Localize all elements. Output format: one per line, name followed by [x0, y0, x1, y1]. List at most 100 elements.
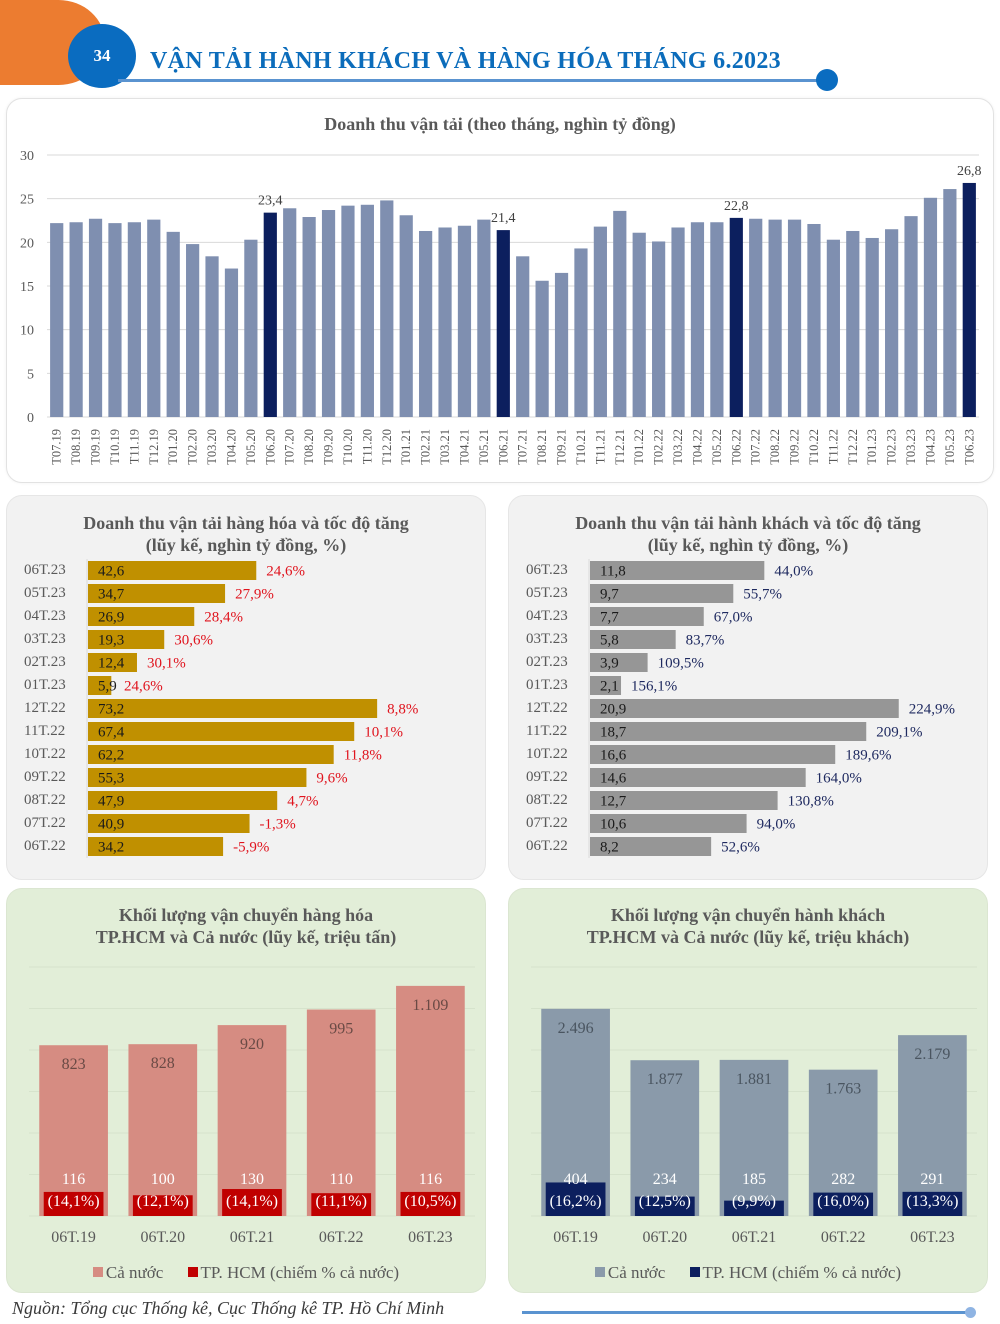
x-tick-label: T08.21: [535, 429, 549, 465]
data-label-national: 1.877: [647, 1071, 683, 1088]
value-label: 26,9: [98, 610, 124, 626]
freight-revenue-chart: 06T.23 42,6 24,6% 05T.23 34,7 27,9% 04T.23 26,9…: [24, 559, 418, 858]
page-number-badge: 34: [68, 24, 136, 88]
category-label: 09T.22: [24, 769, 66, 785]
x-tick-label: T02.23: [885, 429, 899, 465]
bar: [283, 208, 297, 417]
category-label: 06T.22: [24, 838, 66, 854]
bar: [88, 768, 307, 787]
x-tick-label: T10.20: [341, 429, 355, 465]
data-label-hcm-share: (11,1%): [316, 1193, 367, 1210]
bar: [380, 200, 394, 417]
data-label-hcm-share: (12,1%): [137, 1193, 189, 1210]
x-tick-label: 06T.22: [319, 1229, 364, 1246]
data-label-hcm: 100: [151, 1171, 175, 1188]
data-label-national: 2.496: [558, 1020, 594, 1037]
x-tick-label: T04.21: [457, 429, 471, 465]
bar: [88, 630, 165, 649]
x-tick-label: T10.21: [574, 429, 588, 465]
data-label-national: 995: [329, 1021, 353, 1038]
x-tick-label: T03.22: [671, 429, 685, 465]
bar: [496, 230, 510, 417]
value-label: 55,3: [98, 771, 124, 787]
growth-label: 24,6%: [124, 679, 163, 695]
bar: [962, 182, 976, 417]
x-tick-label: T05.20: [244, 429, 258, 465]
x-tick-label: 06T.20: [141, 1229, 186, 1246]
footer-divider: [522, 1311, 972, 1314]
growth-label: 8,8%: [387, 702, 418, 718]
growth-label: 9,6%: [316, 771, 347, 787]
bar: [244, 239, 258, 417]
data-label-hcm: 234: [653, 1171, 677, 1188]
bar: [88, 607, 195, 626]
value-label: 10,6: [600, 817, 627, 833]
growth-label: 156,1%: [631, 679, 677, 695]
x-tick-label: T05.21: [477, 429, 491, 465]
category-label: 03T.23: [526, 631, 568, 647]
value-label: 7,7: [600, 610, 619, 626]
x-tick-label: 06T.23: [910, 1229, 955, 1246]
bar: [613, 210, 627, 417]
bar: [477, 219, 491, 417]
x-tick-label: T03.20: [205, 429, 219, 465]
x-tick-label: T01.22: [632, 429, 646, 465]
bar: [807, 223, 821, 417]
freight-volume-title: Khối lượng vận chuyển hàng hóa: [118, 905, 374, 925]
growth-label: 209,1%: [876, 725, 922, 741]
x-tick-label: 06T.22: [821, 1229, 866, 1246]
data-label-hcm: 116: [62, 1171, 85, 1188]
passenger-volume-panel: Khối lượng vận chuyển hành khách TP.HCM …: [508, 888, 988, 1293]
value-label: 34,7: [98, 587, 125, 603]
category-label: 10T.22: [526, 746, 568, 762]
category-label: 11T.22: [24, 723, 65, 739]
bar-national: [898, 1035, 967, 1216]
data-label: 21,4: [491, 211, 516, 226]
y-tick-label: 30: [20, 149, 34, 164]
bar: [574, 248, 588, 417]
growth-label: 4,7%: [287, 794, 318, 810]
x-tick-label: T08.19: [69, 429, 83, 465]
freight-volume-panel: Khối lượng vận chuyển hàng hóa TP.HCM và…: [6, 888, 486, 1293]
legend-item-hcm: TP. HCM (chiếm % cả nước): [187, 1263, 399, 1282]
data-label-hcm-share: (13,3%): [906, 1193, 958, 1210]
category-label: 03T.23: [24, 631, 66, 647]
freight-revenue-subtitle: (lũy kế, nghìn tỷ đồng, %): [145, 535, 347, 555]
monthly-revenue-chart: 0 5 10 15 20 25 30 T07.19 T08.19 T09.19 T10.19 T11.…: [20, 149, 982, 465]
category-label: 08T.22: [526, 792, 568, 808]
passenger-volume-legend: Cả nước TP. HCM (chiếm % cả nước): [509, 1263, 987, 1283]
category-label: 11T.22: [526, 723, 567, 739]
bar-national: [396, 985, 465, 1216]
legend-label-national: Cả nước: [607, 1263, 666, 1282]
value-label: 5,8: [600, 633, 619, 649]
bar: [88, 722, 355, 741]
header-dot-icon: [816, 69, 838, 91]
category-label: 02T.23: [24, 654, 66, 670]
growth-label: 55,7%: [743, 587, 782, 603]
y-tick-label: 5: [27, 367, 34, 382]
x-tick-label: T08.22: [768, 429, 782, 465]
value-label: 3,9: [600, 656, 619, 672]
bar: [590, 791, 778, 810]
x-tick-label: T07.19: [50, 429, 64, 465]
growth-label: 11,8%: [344, 748, 382, 764]
value-label: 40,9: [98, 817, 124, 833]
freight-volume-subtitle: TP.HCM và Cả nước (lũy kế, triệu tấn): [95, 927, 397, 947]
bar: [671, 227, 685, 417]
data-label-hcm: 291: [920, 1171, 944, 1188]
value-label: 2,1: [600, 679, 619, 695]
value-label: 5,9: [98, 679, 117, 695]
data-label-hcm: 130: [240, 1171, 264, 1188]
data-label-hcm: 116: [419, 1171, 442, 1188]
growth-label: 94,0%: [757, 817, 796, 833]
bar-hcm: [43, 1191, 104, 1216]
bar: [457, 225, 472, 417]
x-tick-label: T04.23: [923, 429, 937, 465]
category-label: 04T.23: [24, 608, 66, 624]
data-label-hcm: 404: [564, 1171, 588, 1188]
legend-swatch-hcm: [689, 1267, 700, 1277]
x-tick-label: T12.21: [613, 429, 627, 465]
growth-label: 52,6%: [721, 840, 760, 856]
bar: [224, 268, 239, 417]
bar: [50, 223, 64, 417]
